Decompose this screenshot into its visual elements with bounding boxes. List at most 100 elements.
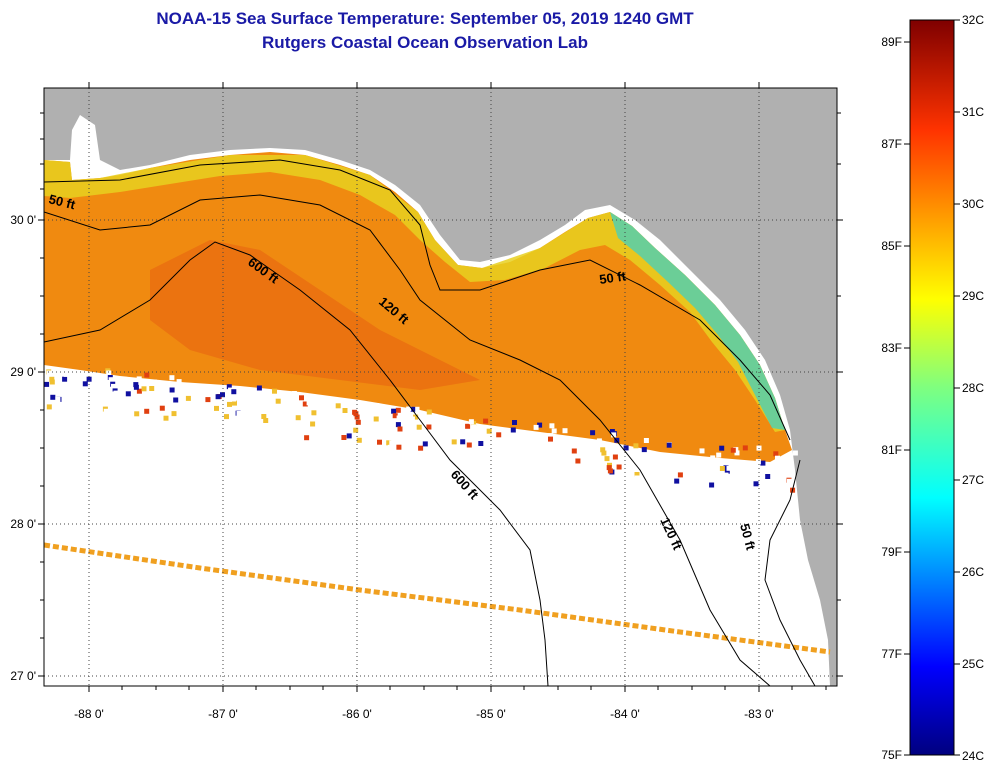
cloud-speckle: [724, 468, 730, 474]
cloud-speckle: [381, 404, 387, 410]
cloud-speckle: [764, 466, 770, 472]
cloud-speckle: [224, 414, 229, 420]
cloud-speckle: [677, 472, 683, 478]
cloud-speckle: [377, 439, 382, 445]
graticule: [44, 88, 837, 686]
colorbar-celsius-label: 31C: [962, 105, 984, 119]
colorbar-fahrenheit-label: 87F: [881, 137, 902, 151]
cloud-speckle: [775, 455, 780, 461]
cloud-speckle: [215, 394, 221, 400]
cloud-speckle: [115, 397, 121, 403]
cloud-speckle: [342, 408, 348, 413]
cloud-speckle: [400, 435, 406, 441]
cloud-speckle: [551, 462, 557, 468]
cloud-speckle: [246, 418, 252, 424]
cloud-speckle: [548, 436, 553, 442]
lon-label: -83 0': [744, 707, 774, 721]
cloud-speckle: [118, 404, 124, 409]
cloud-speckle: [734, 450, 740, 456]
hot-water-core: [150, 240, 480, 390]
cloud-speckle: [150, 389, 156, 395]
lon-label: -87 0': [208, 707, 238, 721]
colorbar-fahrenheit-label: 79F: [881, 545, 902, 559]
cloud-speckle: [395, 422, 401, 428]
cloud-speckle: [220, 411, 226, 417]
cloud-speckle: [723, 472, 729, 478]
cloud-speckle: [760, 460, 766, 466]
cloud-speckle: [781, 460, 787, 466]
colorbar-celsius-label: 26C: [962, 565, 984, 579]
cloud-speckle: [386, 440, 392, 446]
cloud-speckle: [549, 423, 555, 429]
cloud-speckle: [236, 411, 242, 416]
colorbar-fahrenheit-label: 77F: [881, 647, 902, 661]
cloud-speckle: [573, 467, 579, 473]
cloud-speckle: [581, 453, 587, 459]
cloud-speckle: [81, 406, 87, 412]
cloud-speckle: [468, 419, 474, 425]
cloud-speckle: [443, 431, 449, 437]
cloud-speckle: [313, 395, 319, 401]
cloud-speckle: [546, 463, 552, 469]
cloud-speckle: [353, 411, 359, 417]
cloud-speckle: [575, 458, 581, 464]
cloud-speckle: [299, 395, 304, 401]
cloud-speckle: [667, 472, 672, 478]
cloud-speckle: [389, 424, 395, 430]
cloud-speckle: [391, 408, 397, 414]
cloud-speckle: [310, 421, 316, 427]
cloud-speckle: [230, 393, 235, 399]
cloud-speckle: [46, 404, 52, 410]
cloud-speckle: [169, 387, 175, 393]
cloud-speckle: [666, 442, 672, 448]
lat-label: 30 0': [10, 213, 36, 227]
cloud-speckle: [280, 425, 285, 431]
cloud-speckle: [406, 406, 412, 412]
cloud-speckle: [355, 419, 361, 425]
cloud-speckle: [426, 409, 432, 415]
cloud-speckle: [569, 457, 575, 463]
lon-label: -85 0': [476, 707, 506, 721]
cloud-speckle: [559, 448, 564, 454]
cloud-speckle: [710, 455, 716, 461]
cloud-speckle: [695, 467, 701, 473]
cloud-speckle: [533, 424, 539, 430]
cloud-speckle: [226, 384, 232, 390]
cloud-speckle: [719, 466, 725, 471]
cloud-speckle: [128, 384, 134, 390]
cloud-speckle: [512, 420, 517, 425]
cloud-speckle: [598, 441, 604, 447]
cloud-speckle: [539, 458, 545, 464]
cloud-speckle: [611, 432, 617, 438]
cloud-speckle: [547, 433, 553, 439]
cloud-speckle: [501, 432, 507, 438]
cloud-speckle: [410, 406, 416, 412]
colorbar-celsius-label: 25C: [962, 657, 984, 671]
map-subtitle: Rutgers Coastal Ocean Observation Lab: [262, 33, 588, 52]
cloud-speckle: [466, 442, 472, 448]
cloud-speckle: [551, 428, 557, 434]
cloud-speckle: [205, 397, 211, 403]
cloud-speckle: [133, 382, 139, 388]
cloud-speckle: [418, 445, 424, 451]
cloud-speckle: [65, 386, 71, 392]
cloud-speckles: [44, 368, 798, 494]
cloud-speckle: [643, 438, 649, 443]
cloud-speckle: [49, 376, 55, 382]
cloud-speckle: [726, 465, 732, 471]
cloud-speckle: [387, 444, 393, 450]
cloud-speckle: [539, 441, 545, 447]
cloud-speckle: [755, 459, 761, 465]
cloud-speckle: [765, 474, 771, 479]
colorbar-gradient: [909, 19, 955, 756]
cloud-speckle: [341, 435, 347, 440]
cloud-speckle: [510, 427, 516, 433]
cloud-speckle: [144, 372, 150, 378]
colorbar-celsius-label: 24C: [962, 749, 984, 763]
contour-600ft: [44, 241, 549, 686]
cloud-speckle: [149, 386, 155, 391]
cloud-speckle: [763, 469, 769, 475]
cloud-speckle: [119, 408, 125, 414]
cloud-speckle: [227, 401, 232, 407]
colorbar-celsius-label: 29C: [962, 289, 984, 303]
